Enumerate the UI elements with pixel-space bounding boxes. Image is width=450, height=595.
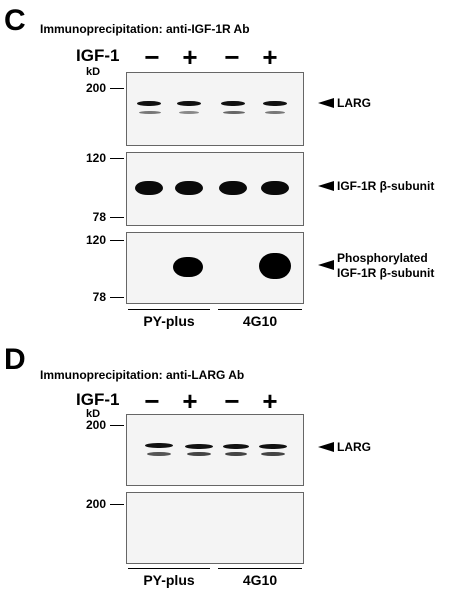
band [219, 181, 247, 195]
band [259, 253, 291, 279]
band [225, 452, 247, 456]
panel-c-label-phospho: Phosphorylated IGF-1R β-subunit [337, 251, 434, 281]
panel-d-blot-empty [126, 492, 304, 564]
band [145, 443, 173, 448]
band [223, 111, 245, 114]
panel-c-marker-78: 78 [72, 210, 106, 224]
panel-c-blot-larg [126, 72, 304, 146]
panel-d-marker-200: 200 [72, 418, 106, 432]
panel-c-label-phospho-line2: IGF-1R β-subunit [337, 266, 434, 281]
band [185, 444, 213, 449]
tick-mark [110, 504, 124, 505]
tick-mark [110, 158, 124, 159]
panel-d-ip-title: Immunoprecipitation: anti-LARG Ab [40, 368, 244, 382]
band [261, 181, 289, 195]
group-bracket [128, 568, 210, 569]
arrowhead-icon [318, 442, 334, 452]
panel-d-sign-lane2: + [178, 388, 202, 414]
arrowhead-icon [318, 98, 334, 108]
band [223, 444, 249, 449]
panel-c-marker-200: 200 [72, 81, 106, 95]
panel-c-sign-lane4: + [258, 44, 282, 70]
band [173, 257, 203, 277]
panel-d-group-pyplus: PY-plus [128, 572, 210, 588]
tick-mark [110, 88, 124, 89]
band [265, 111, 285, 114]
band [177, 101, 201, 106]
group-bracket [218, 309, 302, 310]
band [147, 452, 171, 456]
band [135, 181, 163, 195]
panel-c-group-4g10: 4G10 [218, 313, 302, 329]
panel-c-label-larg: LARG [337, 96, 371, 111]
panel-c-blot-phospho [126, 232, 304, 304]
band [259, 444, 287, 449]
panel-d-treatment-label: IGF-1 [76, 390, 119, 410]
arrowhead-icon [318, 181, 334, 191]
group-bracket [218, 568, 302, 569]
group-bracket [128, 309, 210, 310]
band [179, 111, 199, 114]
panel-d-letter: D [4, 345, 26, 375]
panel-c-sign-lane2: + [178, 44, 202, 70]
panel-c-marker-120: 120 [72, 151, 106, 165]
panel-c-marker-78b: 78 [72, 290, 106, 304]
band [137, 101, 161, 106]
band [187, 452, 211, 456]
panel-c-label-phospho-line1: Phosphorylated [337, 251, 434, 266]
panel-c-ip-title: Immunoprecipitation: anti-IGF-1R Ab [40, 22, 250, 36]
panel-c-letter: C [4, 6, 26, 36]
band [261, 452, 285, 456]
panel-d-blot-larg [126, 414, 304, 486]
panel-d-sign-lane3: − [220, 388, 244, 414]
band [263, 101, 287, 106]
panel-c-label-igf1r: IGF-1R β-subunit [337, 179, 434, 194]
panel-c-blot-igf1r [126, 152, 304, 226]
tick-mark [110, 240, 124, 241]
tick-mark [110, 297, 124, 298]
panel-d-sign-lane4: + [258, 388, 282, 414]
tick-mark [110, 425, 124, 426]
panel-c-sign-lane3: − [220, 44, 244, 70]
tick-mark [110, 217, 124, 218]
panel-c-kd-label: kD [86, 66, 100, 78]
panel-d-group-4g10: 4G10 [218, 572, 302, 588]
arrowhead-icon [318, 260, 334, 270]
panel-c-sign-lane1: − [140, 44, 164, 70]
panel-c-group-pyplus: PY-plus [128, 313, 210, 329]
band [221, 101, 245, 106]
panel-d-sign-lane1: − [140, 388, 164, 414]
panel-d-label-larg: LARG [337, 440, 371, 455]
panel-c-marker-120b: 120 [72, 233, 106, 247]
band [175, 181, 203, 195]
panel-c-treatment-label: IGF-1 [76, 46, 119, 66]
panel-d-marker-200b: 200 [72, 497, 106, 511]
band [139, 111, 161, 114]
